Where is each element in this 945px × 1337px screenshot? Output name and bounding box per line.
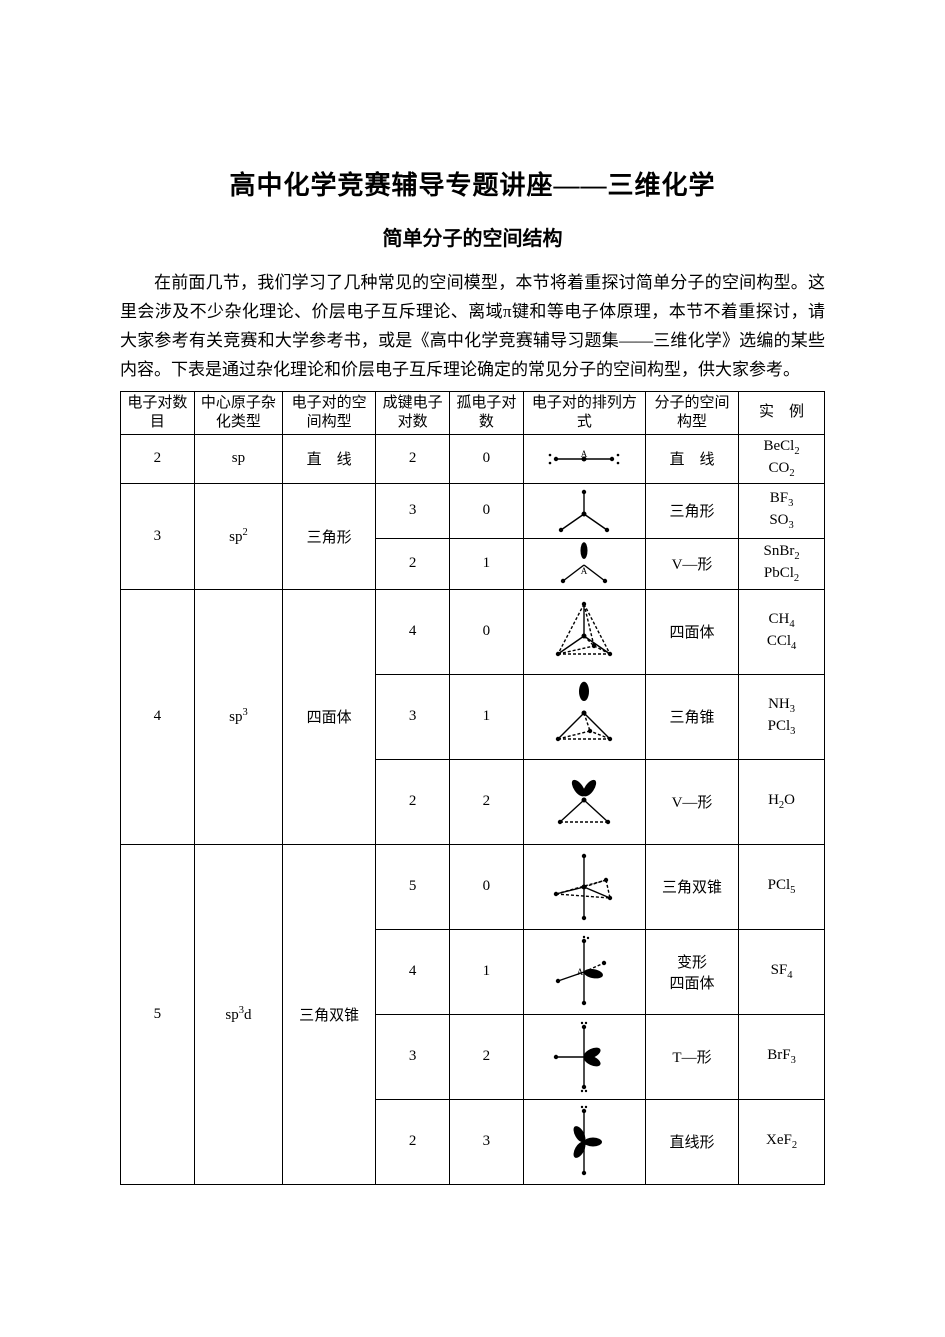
th-epgeom: 电子对的空间构型 (283, 391, 376, 434)
svg-text:A: A (577, 967, 584, 977)
table-row: 3sp2三角形30 三角形BF3SO3 (121, 483, 825, 538)
th-bonds: 成键电子对数 (376, 391, 450, 434)
th-lone: 孤电子对 数 (450, 391, 524, 434)
page-title: 高中化学竞赛辅导专题讲座——三维化学 (120, 165, 825, 202)
page-subtitle: 简单分子的空间结构 (120, 222, 825, 251)
table-row: 2sp直 线20 A 直 线BeCl2CO2 (121, 434, 825, 483)
svg-text:A: A (581, 566, 588, 576)
th-pairs: 电子对数 目 (121, 391, 195, 434)
svg-text:A: A (585, 1137, 592, 1147)
intro-paragraph: 在前面几节，我们学习了几种常见的空间模型，本节将着重探讨简单分子的空间构型。这里… (120, 269, 825, 385)
table-row: 5sp3d三角双锥50 三角双锥PCl5 (121, 844, 825, 929)
th-examples: 实 例 (739, 391, 825, 434)
table-body: 2sp直 线20 A 直 线BeCl2CO23sp2三角形30 三角形BF3SO… (121, 434, 825, 1184)
svg-text:A: A (584, 1052, 591, 1062)
th-molgeom: 分子的空间构型 (645, 391, 738, 434)
vsepr-table: 电子对数 目 中心原子杂化类型 电子对的空间构型 成键电子对数 孤电子对 数 电… (120, 391, 825, 1185)
th-arrangement: 电子对的排列方式 (523, 391, 645, 434)
page: 高中化学竞赛辅导专题讲座——三维化学 简单分子的空间结构 在前面几节，我们学习了… (0, 0, 945, 1337)
th-hyb: 中心原子杂化类型 (194, 391, 282, 434)
table-row: 4sp3四面体40 四面体CH4CCl4 (121, 589, 825, 674)
table-header-row: 电子对数 目 中心原子杂化类型 电子对的空间构型 成键电子对数 孤电子对 数 电… (121, 391, 825, 434)
